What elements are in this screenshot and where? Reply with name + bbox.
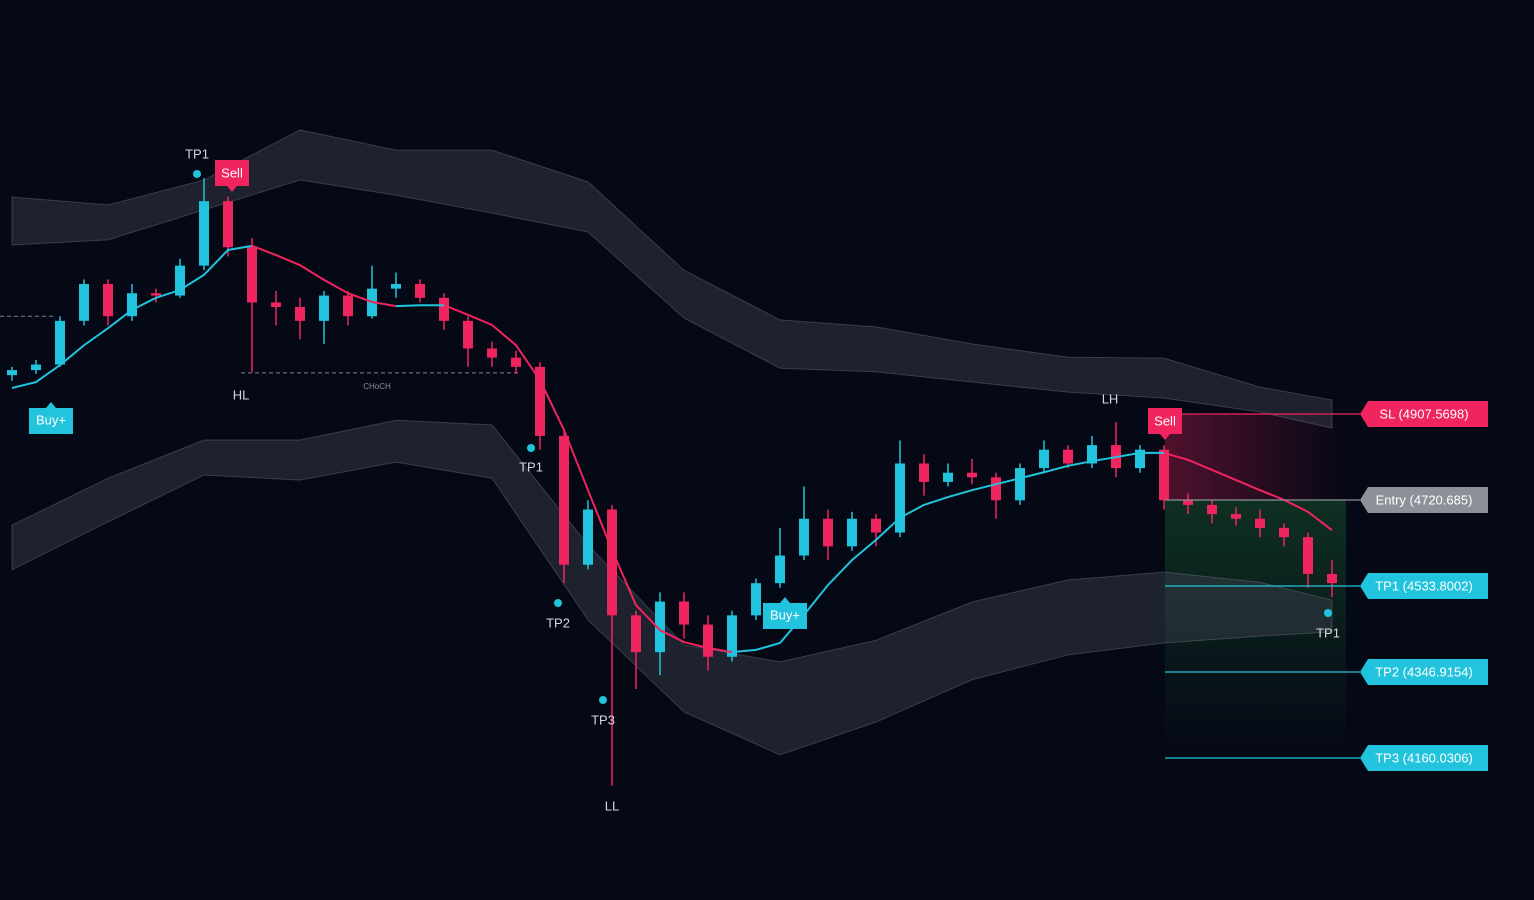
lower-band	[11, 419, 1333, 756]
candle-body	[727, 615, 737, 657]
candle-body	[871, 518, 881, 533]
structure-label: TP2	[546, 615, 570, 630]
moving-average	[11, 244, 253, 390]
candle-body	[271, 302, 281, 308]
candle-body	[895, 463, 905, 533]
candle-body	[1327, 573, 1337, 584]
level-label: TP2 (4346.9154)	[1375, 664, 1473, 679]
sell-label: Sell	[221, 165, 243, 180]
candle-body	[391, 284, 401, 289]
target-hit-dot	[193, 170, 201, 178]
candle-body	[967, 472, 977, 478]
buy-label: Buy+	[36, 412, 66, 427]
candle-body	[1231, 514, 1241, 519]
structure-label: TP1	[1316, 625, 1340, 640]
level-tag	[1360, 659, 1488, 685]
candle-body	[1255, 518, 1265, 528]
candle-body	[55, 320, 65, 365]
structure-label: TP3	[591, 712, 615, 727]
structure-label: HL	[233, 387, 250, 402]
moving-average	[443, 304, 733, 654]
candle-body	[1039, 449, 1049, 469]
candle-body	[799, 518, 809, 556]
candle-body	[439, 297, 449, 321]
structure-label: TP1	[185, 146, 209, 161]
target-hit-dot	[527, 444, 535, 452]
candle-body	[1207, 504, 1217, 515]
candle-body	[1159, 449, 1169, 501]
buy-badge	[763, 597, 807, 629]
candle-body	[175, 265, 185, 296]
level-tag	[1360, 487, 1488, 513]
candle-body	[343, 295, 353, 317]
candle-body	[511, 357, 521, 367]
sell-label: Sell	[1154, 413, 1176, 428]
candle-body	[847, 518, 857, 547]
candle-body	[199, 201, 209, 266]
candle-body	[703, 624, 713, 657]
moving-average	[1163, 451, 1333, 532]
target-hit-dot	[554, 599, 562, 607]
candle-body	[1135, 449, 1145, 469]
candle-body	[1087, 445, 1097, 464]
structure-label: TP1	[519, 459, 543, 474]
target-hit-dot	[1324, 609, 1332, 617]
candle-body	[295, 307, 305, 321]
buy-label: Buy+	[770, 607, 800, 622]
upper-band	[11, 129, 1333, 429]
level-label: TP1 (4533.8002)	[1375, 578, 1473, 593]
sell-badge	[215, 160, 249, 192]
level-label: TP3 (4160.0306)	[1375, 750, 1473, 765]
candle-body	[823, 518, 833, 547]
candle-body	[1303, 537, 1313, 574]
candle-body	[223, 201, 233, 248]
choch-label: CHoCH	[363, 382, 391, 391]
candle-body	[103, 284, 113, 317]
candle-body	[679, 601, 689, 625]
level-tag	[1360, 573, 1488, 599]
candle-body	[1015, 468, 1025, 501]
candle-body	[655, 601, 665, 653]
candle-body	[487, 348, 497, 358]
candle-body	[1063, 449, 1073, 464]
candle-body	[127, 293, 137, 317]
candle-body	[247, 247, 257, 303]
candle-body	[991, 477, 1001, 501]
candle-body	[919, 463, 929, 482]
candle-body	[751, 583, 761, 616]
level-tag	[1360, 401, 1488, 427]
candle-body	[463, 320, 473, 349]
level-label: Entry (4720.685)	[1376, 492, 1473, 507]
target-zone	[1165, 500, 1346, 758]
sell-badge	[1148, 408, 1182, 440]
candle-body	[151, 293, 161, 296]
moving-average	[251, 244, 397, 308]
candle-body	[607, 509, 617, 616]
structure-label: LH	[1102, 391, 1119, 406]
candle-body	[7, 370, 17, 376]
candle-body	[79, 284, 89, 321]
candle-body	[631, 615, 641, 653]
candle-body	[31, 364, 41, 371]
candle-body	[775, 555, 785, 584]
candle-body	[535, 366, 545, 436]
target-hit-dot	[599, 696, 607, 704]
candle-body	[1183, 500, 1193, 505]
candle-body	[559, 435, 569, 565]
stop-zone	[1165, 414, 1346, 500]
candle-body	[319, 295, 329, 321]
candle-body	[943, 472, 953, 482]
moving-average	[395, 304, 444, 308]
structure-label: LL	[605, 798, 619, 813]
candle-body	[415, 284, 425, 298]
candle-body	[1279, 527, 1289, 538]
buy-badge	[29, 402, 73, 434]
level-tag	[1360, 745, 1488, 771]
level-label: SL (4907.5698)	[1379, 406, 1468, 421]
candle-body	[583, 509, 593, 565]
